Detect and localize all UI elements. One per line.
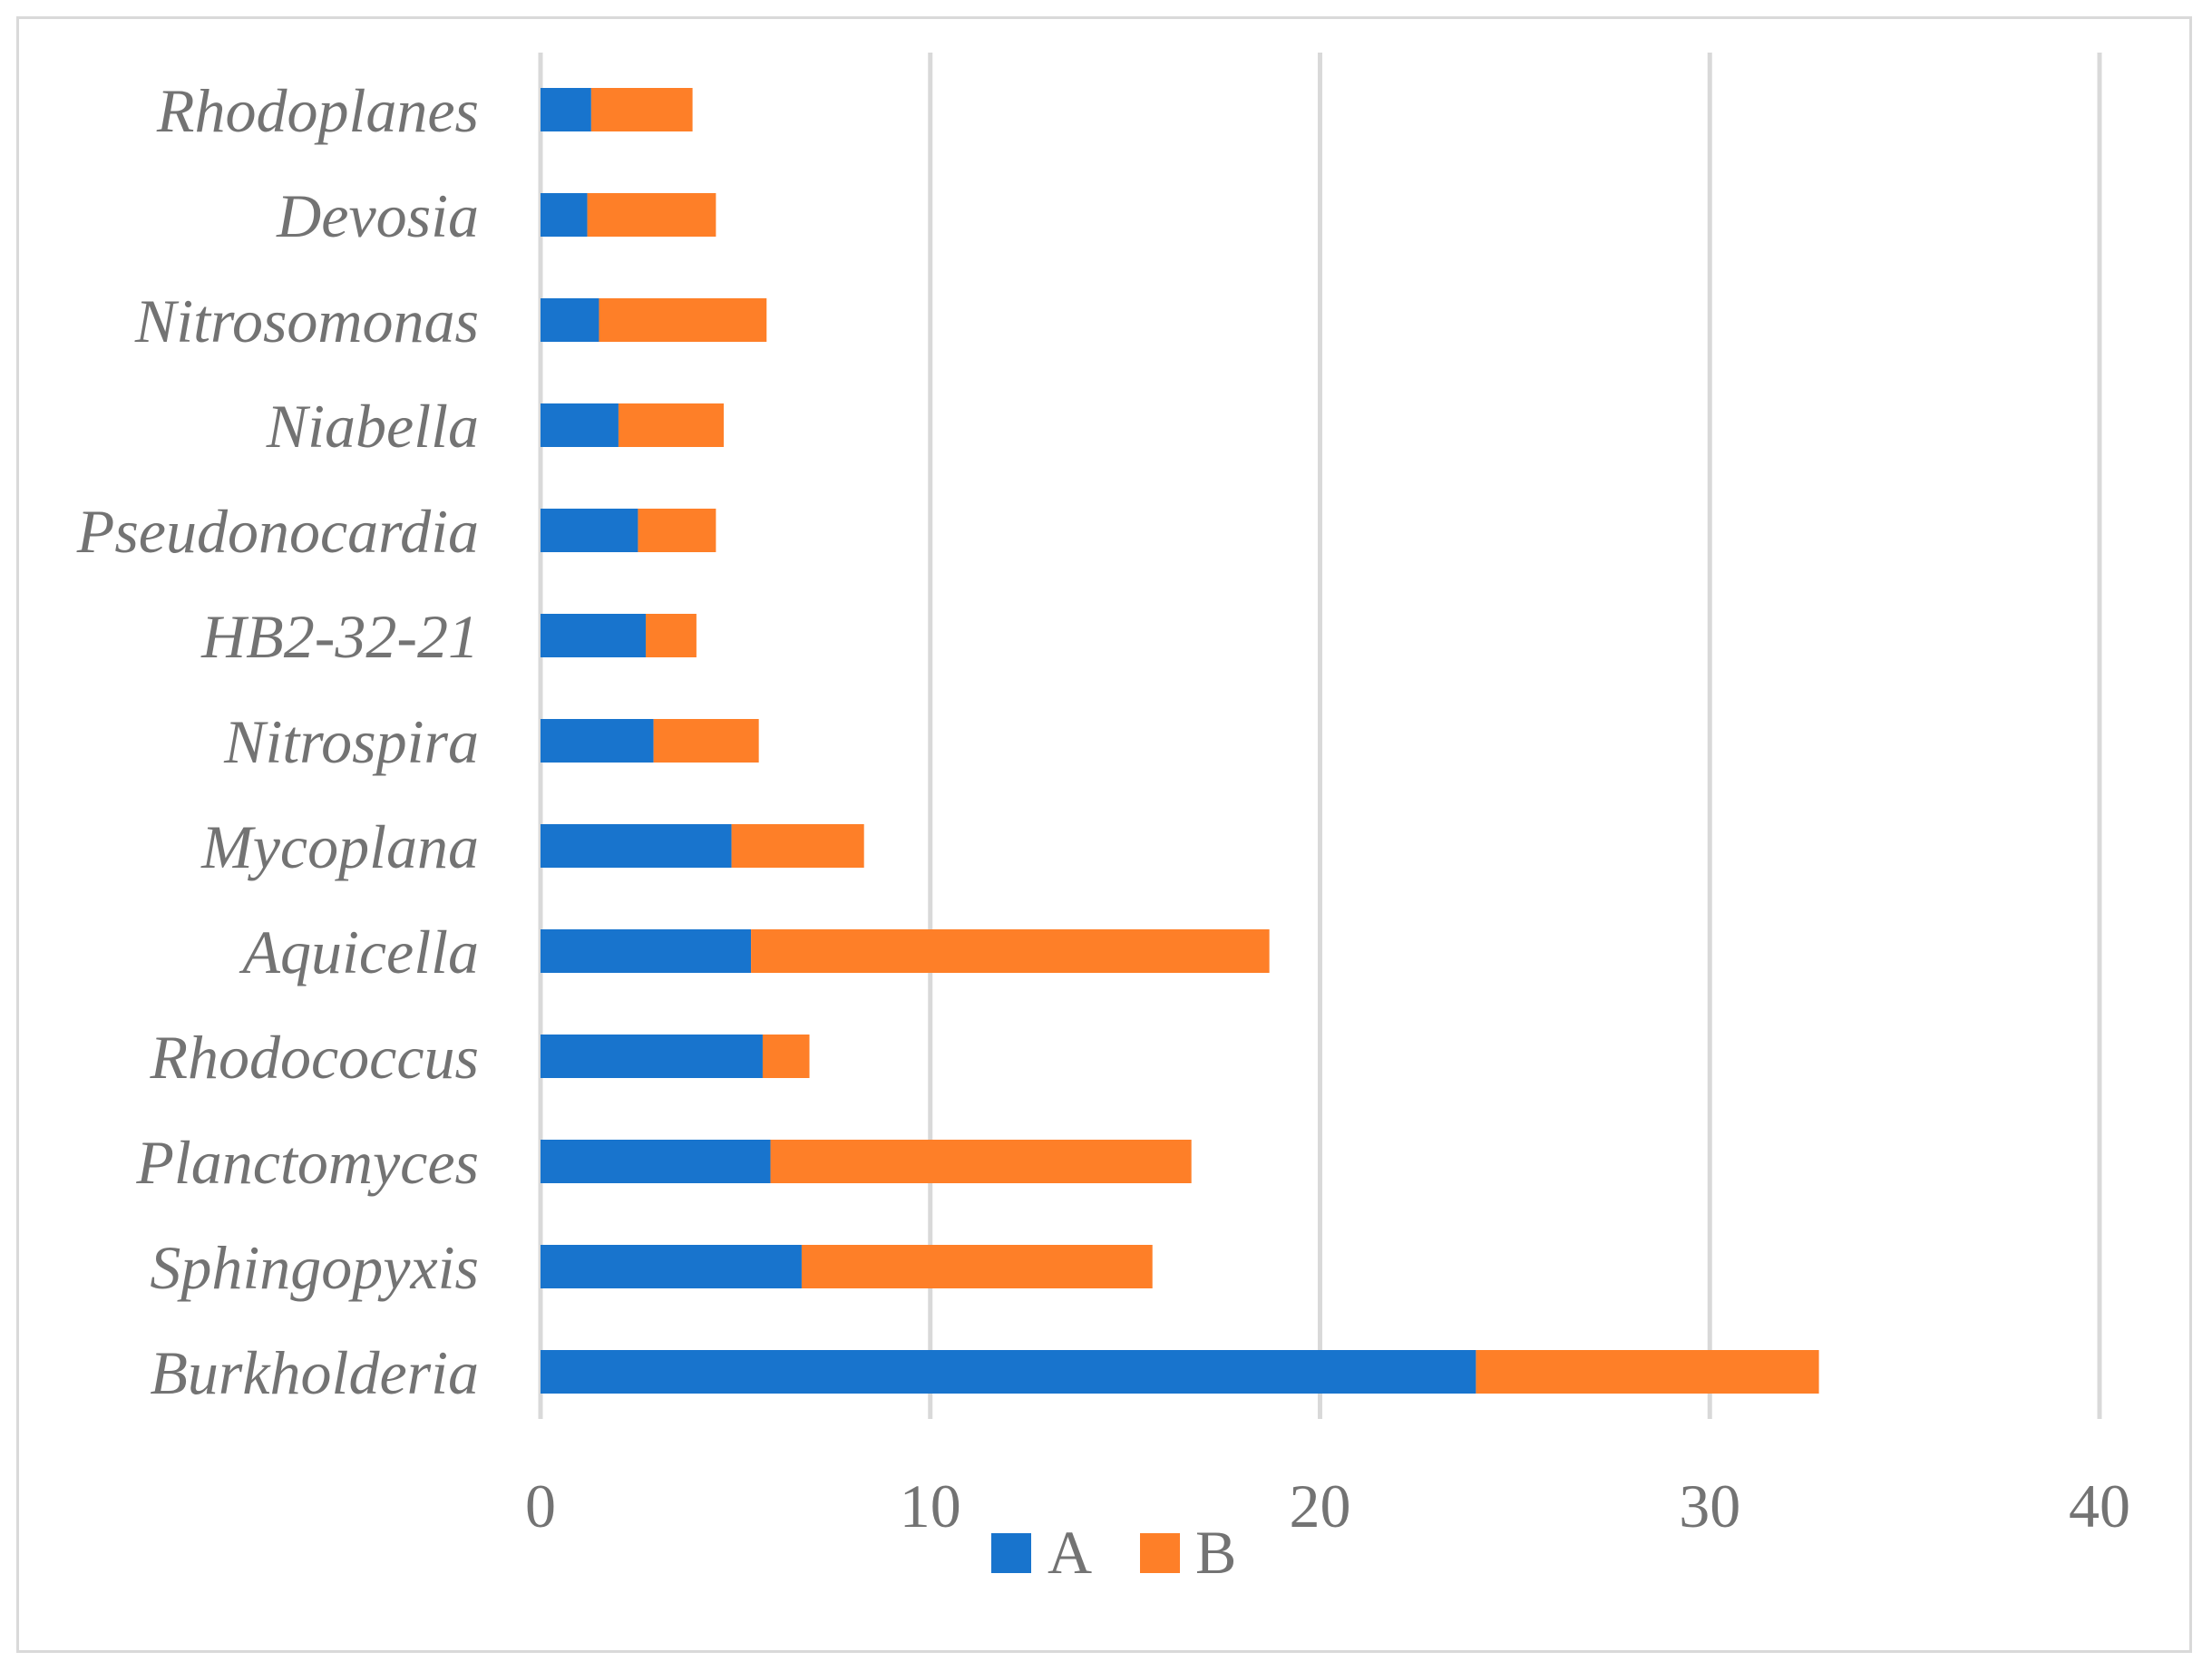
bar-A-Rhodococcus — [541, 1035, 763, 1078]
bar-B-HB2-32-21 — [646, 614, 697, 657]
legend-swatch-B — [1140, 1533, 1180, 1573]
bar-B-Niabella — [618, 403, 724, 447]
category-label-HB2-32-21: HB2-32-21 — [200, 602, 479, 671]
legend-swatch-A — [991, 1533, 1031, 1573]
bar-B-Aquicella — [751, 929, 1270, 973]
category-label-Sphingopyxis: Sphingopyxis — [150, 1233, 479, 1302]
bar-A-Mycoplana — [541, 824, 732, 868]
category-label-Rhodoplanes: Rhodoplanes — [156, 76, 479, 145]
bar-B-Burkholderia — [1476, 1350, 1819, 1394]
category-label-Pseudonocardia: Pseudonocardia — [76, 497, 479, 566]
grid-lines — [538, 53, 2102, 1419]
category-label-Aquicella: Aquicella — [239, 918, 479, 986]
category-label-Devosia: Devosia — [276, 181, 479, 250]
bar-B-Rhodococcus — [762, 1035, 810, 1078]
category-label-Nitrosomonas: Nitrosomonas — [134, 287, 479, 355]
category-label-Niabella: Niabella — [266, 392, 479, 461]
x-tick-labels: 0 10 20 30 40 — [525, 1472, 2130, 1540]
category-label-Burkholderia: Burkholderia — [150, 1338, 479, 1407]
bar-B-Sphingopyxis — [801, 1245, 1153, 1288]
x-tick-label-20: 20 — [1290, 1472, 1351, 1540]
bar-B-Devosia — [587, 193, 716, 237]
category-label-Rhodococcus: Rhodococcus — [149, 1023, 479, 1092]
category-label-Planctomyces: Planctomyces — [135, 1128, 479, 1197]
bar-A-Rhodoplanes — [541, 88, 591, 131]
bar-B-Nitrospira — [653, 719, 759, 763]
legend-label-A: A — [1048, 1518, 1092, 1587]
bar-A-Burkholderia — [541, 1350, 1476, 1394]
bar-A-Pseudonocardia — [541, 509, 638, 552]
bar-A-Devosia — [541, 193, 588, 237]
bar-A-Sphingopyxis — [541, 1245, 802, 1288]
bar-A-Nitrosomonas — [541, 298, 599, 342]
bar-A-Planctomyces — [541, 1140, 771, 1183]
legend-label-B: B — [1195, 1518, 1236, 1587]
bar-B-Pseudonocardia — [638, 509, 716, 552]
category-labels: Burkholderia Sphingopyxis Planctomyces Rhod… — [76, 76, 479, 1407]
bars — [541, 88, 1819, 1394]
category-label-Mycoplana: Mycoplana — [200, 812, 479, 881]
bar-B-Nitrosomonas — [599, 298, 767, 342]
bar-B-Rhodoplanes — [590, 88, 693, 131]
bar-A-Nitrospira — [541, 719, 654, 763]
bar-B-Planctomyces — [770, 1140, 1192, 1183]
bar-A-Aquicella — [541, 929, 752, 973]
category-label-Nitrospira: Nitrospira — [223, 707, 479, 776]
x-tick-label-40: 40 — [2069, 1472, 2130, 1540]
bar-A-HB2-32-21 — [541, 614, 647, 657]
x-tick-label-30: 30 — [1679, 1472, 1740, 1540]
bar-B-Mycoplana — [731, 824, 864, 868]
x-tick-label-0: 0 — [525, 1472, 556, 1540]
x-tick-label-10: 10 — [900, 1472, 961, 1540]
bar-A-Niabella — [541, 403, 619, 447]
